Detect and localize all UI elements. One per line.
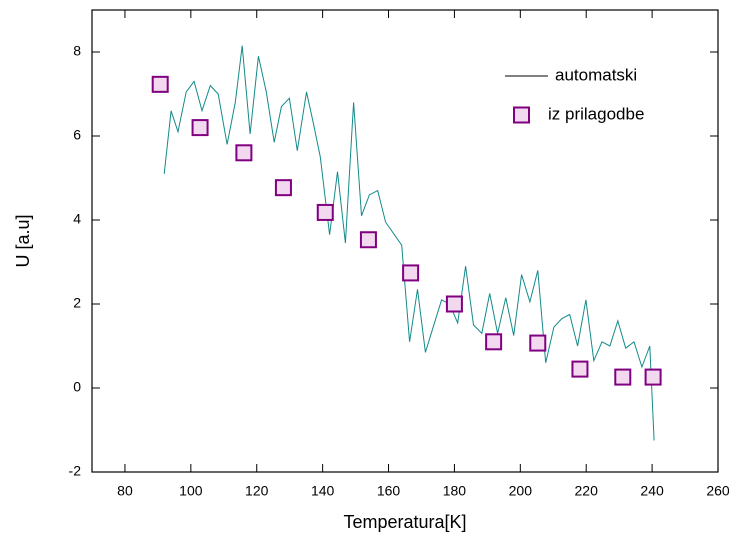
x-tick-label: 120	[245, 483, 269, 499]
data-point	[571, 360, 589, 378]
x-tick-label: 240	[640, 483, 664, 499]
data-point	[235, 144, 253, 162]
x-axis-title: Temperatura[K]	[343, 512, 466, 532]
data-point	[445, 295, 463, 313]
y-tick-label: 4	[73, 211, 81, 227]
x-tick-label: 220	[575, 483, 599, 499]
data-point	[191, 119, 209, 137]
data-line	[163, 45, 655, 441]
data-point	[274, 179, 292, 197]
y-tick-label: 0	[73, 379, 81, 395]
y-axis-title: U [a.u]	[13, 214, 33, 267]
data-point	[151, 75, 169, 93]
data-point	[359, 231, 377, 249]
data-point	[402, 264, 420, 282]
data-point	[485, 333, 503, 351]
x-tick-label: 80	[117, 483, 133, 499]
x-tick-label: 200	[509, 483, 533, 499]
x-tick-label: 180	[443, 483, 467, 499]
x-tick-label: 140	[311, 483, 335, 499]
data-point	[644, 368, 662, 386]
x-tick-label: 260	[706, 483, 730, 499]
y-tick-label: 6	[73, 127, 81, 143]
plot-frame	[91, 9, 719, 473]
data-point	[529, 334, 547, 352]
y-tick-label: 8	[73, 43, 81, 59]
data-point	[316, 203, 334, 221]
data-point	[614, 368, 632, 386]
y-tick-label: -2	[69, 463, 82, 479]
legend-label: iz prilagodbe	[548, 104, 644, 123]
x-tick-label: 100	[179, 483, 203, 499]
y-tick-label: 2	[73, 295, 81, 311]
legend-marker	[513, 106, 530, 124]
x-tick-label: 160	[377, 483, 401, 499]
legend-label: automatski	[555, 65, 637, 84]
